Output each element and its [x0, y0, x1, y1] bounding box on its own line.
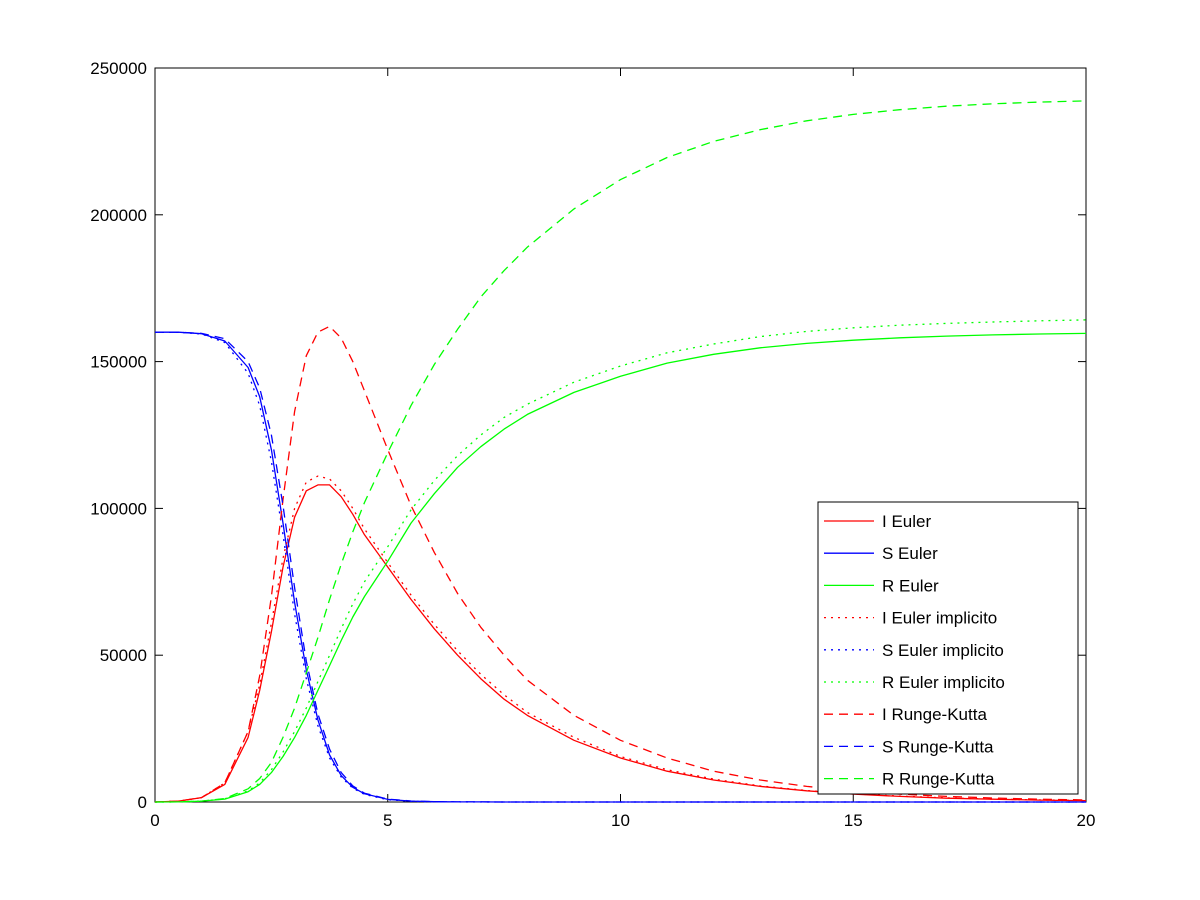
- legend-label: I Runge-Kutta: [882, 705, 987, 724]
- legend-label: S Euler implicito: [882, 641, 1004, 660]
- y-tick-label: 0: [138, 793, 147, 812]
- legend-box: [817, 501, 1079, 795]
- legend: I Euler S Euler R Euler I Euler implicito S …: [817, 501, 1079, 795]
- series-line-r-runge-kutta: [154, 100, 1087, 803]
- y-tick-label: 50000: [100, 646, 147, 665]
- series-line-s-runge-kutta: [155, 331, 1086, 803]
- legend-label: I Euler implicito: [882, 609, 997, 628]
- y-tick-label: 200000: [90, 206, 147, 225]
- legend-label: R Runge-Kutta: [882, 770, 995, 789]
- x-tick-label: 10: [611, 811, 630, 830]
- series-line-r-euler: [154, 332, 1087, 803]
- y-tick-label: 100000: [90, 499, 147, 518]
- axis-tick-labels: 0 5 10 15 20 0 50000 100000 150000 200000 250000: [90, 59, 1095, 830]
- x-tick-label: 5: [383, 811, 392, 830]
- legend-entries: I Euler S Euler R Euler I Euler implicito S …: [824, 512, 1005, 789]
- legend-label: S Runge-Kutta: [882, 737, 994, 756]
- legend-label: I Euler: [882, 512, 931, 531]
- legend-label: R Euler implicito: [882, 673, 1005, 692]
- legend-label: S Euler: [882, 544, 938, 563]
- series-line-i-runge-kutta: [154, 325, 1087, 803]
- legend-label: R Euler: [882, 576, 939, 595]
- x-tick-label: 20: [1077, 811, 1096, 830]
- y-tick-label: 250000: [90, 59, 147, 78]
- x-tick-label: 15: [844, 811, 863, 830]
- y-tick-label: 150000: [90, 353, 147, 372]
- x-tick-label: 0: [150, 811, 159, 830]
